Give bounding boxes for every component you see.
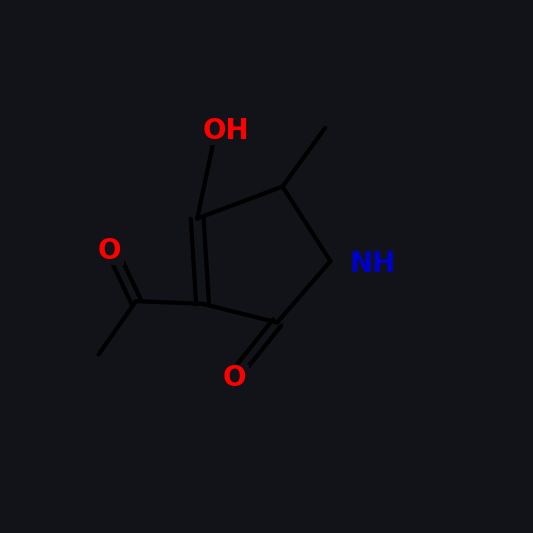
- Text: NH: NH: [350, 250, 396, 278]
- Text: O: O: [98, 237, 121, 264]
- Bar: [221, 365, 248, 392]
- Bar: [203, 117, 248, 144]
- Text: OH: OH: [202, 117, 249, 144]
- Bar: [96, 237, 123, 264]
- Bar: [351, 250, 395, 278]
- Text: O: O: [223, 365, 246, 392]
